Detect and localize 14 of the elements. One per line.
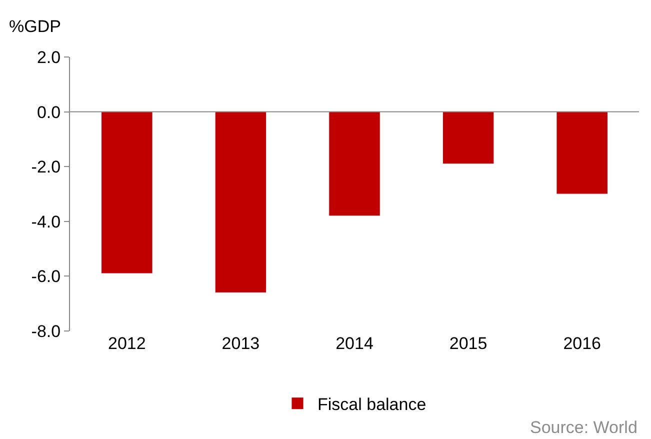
- y-tick-label: -8.0: [31, 322, 61, 341]
- y-tick-label: -6.0: [31, 267, 61, 286]
- y-axis-title: %GDP: [9, 17, 61, 36]
- x-tick-label: 2014: [336, 334, 374, 353]
- y-tick-label: 2.0: [36, 48, 61, 67]
- y-tick-label: -4.0: [31, 212, 61, 232]
- y-tick-label: 0.0: [36, 102, 61, 122]
- x-tick-label: 2016: [563, 334, 602, 353]
- x-tick-label: 2012: [108, 334, 146, 353]
- source-note: Source: World: [530, 418, 638, 437]
- x-tick-label: 2015: [449, 334, 488, 353]
- y-tick-label: -2.0: [31, 158, 61, 177]
- x-tick-label: 2013: [222, 334, 260, 353]
- legend-label: Fiscal balance: [318, 394, 426, 414]
